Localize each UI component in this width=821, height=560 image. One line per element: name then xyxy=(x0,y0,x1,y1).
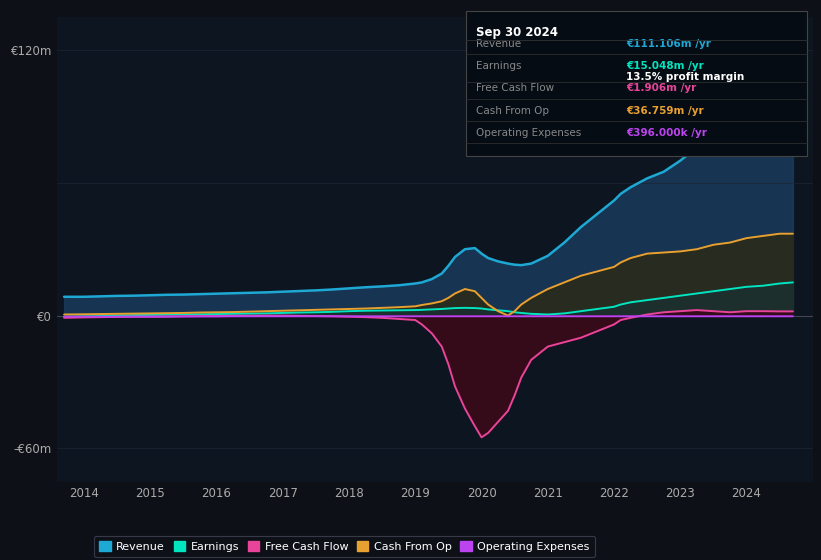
Legend: Revenue, Earnings, Free Cash Flow, Cash From Op, Operating Expenses: Revenue, Earnings, Free Cash Flow, Cash … xyxy=(94,536,595,557)
Text: €396.000k /yr: €396.000k /yr xyxy=(626,128,708,138)
Text: Operating Expenses: Operating Expenses xyxy=(476,128,581,138)
Text: €36.759m /yr: €36.759m /yr xyxy=(626,106,704,116)
Text: Cash From Op: Cash From Op xyxy=(476,106,549,116)
Text: Sep 30 2024: Sep 30 2024 xyxy=(476,26,558,39)
Text: Free Cash Flow: Free Cash Flow xyxy=(476,83,554,94)
Text: Earnings: Earnings xyxy=(476,61,521,71)
Text: €111.106m /yr: €111.106m /yr xyxy=(626,39,711,49)
Text: 13.5% profit margin: 13.5% profit margin xyxy=(626,72,745,82)
Text: Revenue: Revenue xyxy=(476,39,521,49)
Text: €15.048m /yr: €15.048m /yr xyxy=(626,61,704,71)
Text: €1.906m /yr: €1.906m /yr xyxy=(626,83,697,94)
